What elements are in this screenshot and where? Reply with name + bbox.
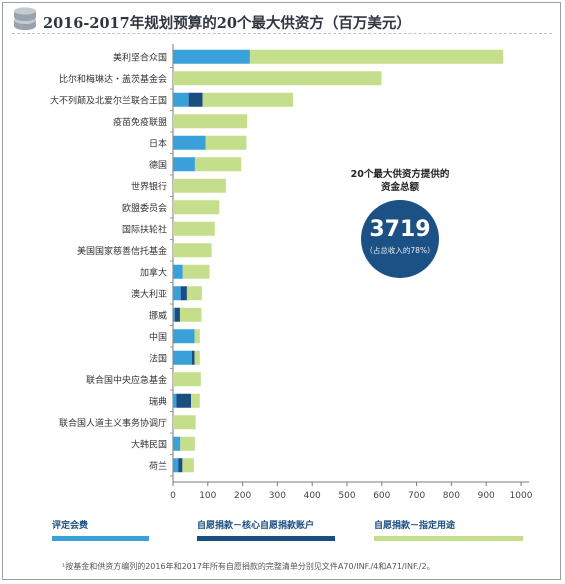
- bar-segment-specified-voluntary: [173, 178, 226, 193]
- bar-segment-specified-voluntary: [202, 92, 294, 107]
- bar-segment-assessed: [173, 157, 195, 172]
- chart-title: 2016-2017年规划预算的20个最大供资方（百万美元）: [43, 15, 411, 32]
- bar-segment-specified-voluntary: [182, 264, 210, 279]
- bar-segment-specified-voluntary: [194, 329, 200, 344]
- bar-segment-assessed: [173, 393, 177, 408]
- bar-segment-specified-voluntary: [249, 49, 504, 64]
- category-label: 美国国家慈善信托基金: [77, 245, 167, 257]
- x-tick-label: 1000: [510, 491, 533, 501]
- bar-segment-specified-voluntary: [191, 393, 200, 408]
- category-label: 法国: [149, 352, 167, 364]
- legend-label-specified-voluntary: 自愿捐款－指定用途: [374, 521, 456, 531]
- bar-segment-specified-voluntary: [173, 71, 382, 86]
- summary-label-line1: 20个最大供资方提供的: [350, 169, 450, 180]
- category-label: 澳大利亚: [131, 288, 167, 300]
- summary-label-line2: 资金总额: [380, 182, 419, 193]
- bar-segment-core-voluntary: [174, 307, 180, 322]
- category-label: 疫苗免疫联盟: [113, 116, 167, 128]
- category-label: 联合国人道主义事务协调厅: [59, 417, 167, 429]
- bar-segment-specified-voluntary: [173, 200, 220, 215]
- category-label: 联合国中央应急基金: [86, 374, 167, 386]
- total-funding-share: （占总收入的78%）: [365, 246, 435, 255]
- bar-segment-assessed: [173, 436, 181, 451]
- category-label: 荷兰: [149, 460, 167, 472]
- legend-item-core-voluntary: 自愿捐款－核心自愿捐款账户: [197, 518, 335, 541]
- category-label: 德国: [149, 159, 167, 171]
- category-label: 国际扶轮社: [122, 223, 167, 235]
- legend-swatch-specified-voluntary: [374, 536, 523, 541]
- bar-segment-core-voluntary: [191, 350, 195, 365]
- bar-segment-assessed: [173, 307, 175, 322]
- bar-segment-specified-voluntary: [205, 135, 247, 150]
- x-tick-label: 400: [304, 491, 321, 501]
- coin-stack-icon: [14, 7, 36, 30]
- total-funding-value: 3719: [369, 217, 431, 242]
- legend-swatch-core-voluntary: [197, 536, 335, 541]
- title-divider: [12, 33, 552, 34]
- category-label: 欧盟委员会: [122, 202, 167, 214]
- bar-segment-specified-voluntary: [173, 415, 196, 430]
- category-label: 挪威: [149, 309, 167, 321]
- category-label: 大不列颠及北爱尔兰联合王国: [50, 94, 167, 106]
- bar-segment-assessed: [173, 458, 179, 473]
- bar-segment-specified-voluntary: [186, 286, 202, 301]
- category-label: 世界银行: [131, 180, 167, 192]
- bar-segment-specified-voluntary: [182, 458, 194, 473]
- bar-segment-specified-voluntary: [180, 436, 195, 451]
- x-tick-label: 900: [478, 491, 495, 501]
- bar-segment-specified-voluntary: [173, 243, 212, 258]
- bar-segment-assessed: [173, 92, 189, 107]
- chart-header: 2016-2017年规划预算的20个最大供资方（百万美元）: [4, 4, 556, 34]
- x-tick-label: 600: [373, 491, 390, 501]
- bar-segment-assessed: [173, 135, 206, 150]
- legend-swatch-assessed: [52, 536, 149, 541]
- x-tick-label: 500: [338, 491, 355, 501]
- legend-label-core-voluntary: 自愿捐款－核心自愿捐款账户: [197, 521, 315, 531]
- legend-item-specified-voluntary: 自愿捐款－指定用途: [374, 518, 523, 541]
- category-label: 中国: [149, 331, 167, 343]
- footnote: ¹按基金和供资方编列的2016年和2017年所有自愿捐款的完整清单分别见文件A7…: [62, 562, 435, 571]
- category-label: 比尔和梅琳达・盖茨基金会: [59, 73, 167, 85]
- bar-segment-specified-voluntary: [173, 372, 201, 387]
- category-label: 瑞典: [149, 395, 167, 407]
- category-label: 加拿大: [140, 266, 167, 278]
- category-label: 大韩民国: [131, 438, 167, 450]
- bar-segment-core-voluntary: [180, 286, 187, 301]
- x-tick-label: 100: [199, 491, 216, 501]
- bar-segment-core-voluntary: [188, 92, 203, 107]
- x-tick-label: 700: [408, 491, 425, 501]
- legend-item-assessed: 评定会费: [52, 518, 149, 541]
- x-tick-label: 300: [269, 491, 286, 501]
- bar-segment-assessed: [173, 264, 183, 279]
- funding-summary: 20个最大供资方提供的 资金总额 3719 （占总收入的78%）: [340, 168, 460, 278]
- x-tick-label: 200: [234, 491, 251, 501]
- category-label: 日本: [149, 137, 167, 149]
- bar-segment-specified-voluntary: [194, 350, 200, 365]
- bar-segment-assessed: [173, 329, 195, 344]
- bar-segment-specified-voluntary: [173, 114, 248, 129]
- bar-segment-assessed: [173, 286, 181, 301]
- bar-segment-assessed: [173, 350, 192, 365]
- bar-segment-specified-voluntary: [173, 221, 215, 236]
- bar-segment-core-voluntary: [178, 458, 183, 473]
- bar-segment-assessed: [173, 49, 250, 64]
- category-label: 美利坚合众国: [113, 51, 167, 63]
- total-funding-circle: 3719 （占总收入的78%）: [361, 200, 439, 278]
- bar-segment-specified-voluntary: [194, 157, 242, 172]
- bar-segment-core-voluntary: [176, 393, 192, 408]
- x-tick-label: 800: [443, 491, 460, 501]
- x-tick-label: 0: [170, 491, 176, 501]
- bar-segment-specified-voluntary: [179, 307, 202, 322]
- legend-label-assessed: 评定会费: [52, 521, 89, 531]
